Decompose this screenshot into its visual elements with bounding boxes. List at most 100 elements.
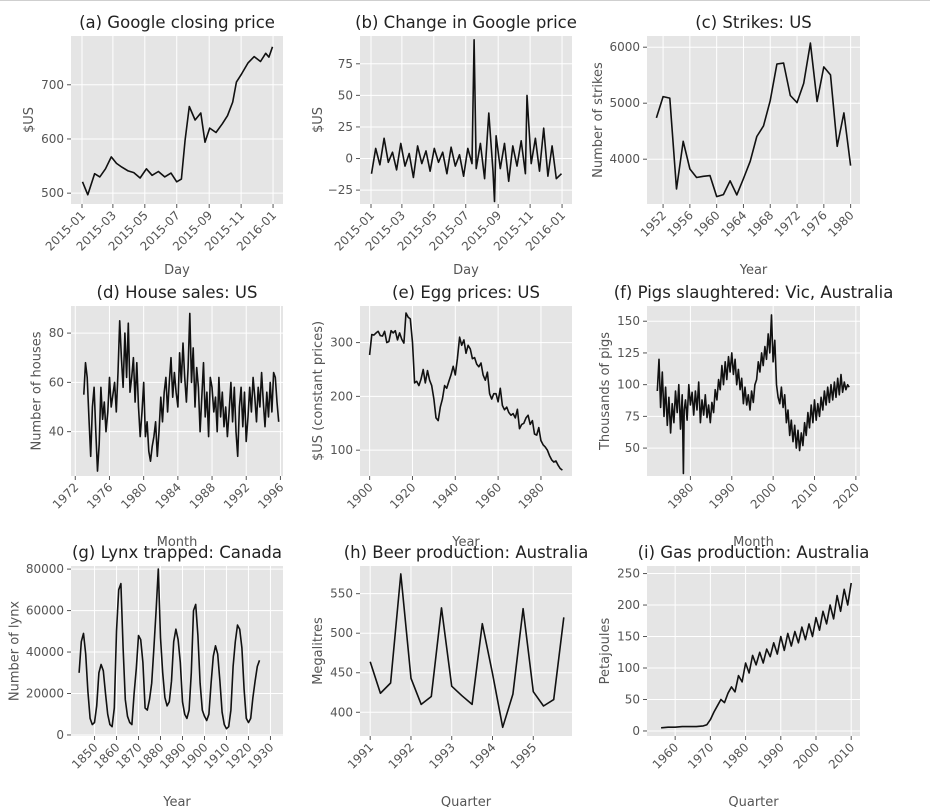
y-tick-label: 300: [330, 336, 353, 350]
x-tick-label: 1988: [187, 480, 218, 511]
x-tick-label: 1956: [664, 208, 695, 239]
y-axis-label: $US: [311, 107, 326, 133]
y-tick-label: 0: [345, 152, 353, 166]
x-tick-label: 1992: [221, 480, 252, 511]
x-axis-label: Year: [162, 795, 191, 807]
series-line-e: [368, 312, 563, 471]
y-tick-label: 5000: [609, 96, 640, 110]
chart-title: (f) Pigs slaughtered: Vic, Australia: [614, 283, 894, 302]
x-tick-label: 1994: [467, 740, 498, 771]
x-axis-label: Year: [451, 535, 480, 550]
x-tick-label: 1960: [650, 740, 681, 771]
y-axis-label: Petajoules: [598, 617, 613, 684]
y-tick-label: 20000: [26, 687, 64, 701]
y-tick-label: 80000: [26, 562, 64, 576]
series-line-b: [370, 38, 563, 203]
x-axis-label: Day: [164, 263, 190, 278]
y-tick-label: 0: [632, 724, 640, 738]
y-axis-label: $US: [22, 107, 37, 133]
y-tick-label: 600: [41, 132, 64, 146]
x-tick-label: 1984: [152, 480, 183, 511]
y-tick-label: 125: [617, 346, 640, 360]
y-tick-label: 500: [41, 186, 64, 200]
x-tick-label: 1980: [516, 480, 547, 511]
y-tick-label: 0: [56, 728, 64, 742]
x-tick-label: 1960: [691, 208, 722, 239]
x-tick-label: 1970: [685, 740, 716, 771]
x-tick-label: 2010: [789, 480, 820, 511]
series-line-g: [78, 568, 261, 730]
y-tick-label: 80: [49, 326, 64, 340]
top-divider: [0, 0, 930, 1]
plot-area-e: [360, 306, 572, 476]
y-tick-label: 200: [330, 389, 353, 403]
y-axis-label: Megalitres: [311, 617, 326, 685]
x-tick-label: 1976: [798, 208, 829, 239]
y-tick-label: 40000: [26, 645, 64, 659]
y-tick-label: 150: [617, 314, 640, 328]
chart-title: (c) Strikes: US: [695, 13, 812, 32]
x-tick-label: 2010: [826, 740, 857, 771]
series-line-i: [661, 582, 852, 729]
y-axis-label: Number of strikes: [591, 62, 606, 178]
y-axis-label: Number of lynx: [8, 601, 23, 702]
chart-title: (d) House sales: US: [97, 283, 258, 302]
panel-g: 1850186018701880189019001910192019300200…: [8, 543, 283, 807]
y-tick-label: 700: [41, 78, 64, 92]
series-line-h: [369, 573, 565, 729]
plot-area-h: [360, 566, 572, 736]
y-tick-label: 450: [330, 666, 353, 680]
y-tick-label: 200: [617, 598, 640, 612]
chart-title: (a) Google closing price: [79, 13, 275, 32]
x-tick-label: 1990: [706, 480, 737, 511]
panel-e: 1900 1920 1940 1960 1980 100 200 300 (e) Egg pri…: [311, 283, 572, 550]
x-axis-label: Month: [733, 535, 774, 550]
x-tick-label: 1964: [718, 208, 749, 239]
x-tick-label: 1976: [84, 480, 115, 511]
x-tick-label: 1930: [245, 740, 276, 771]
x-tick-label: 2020: [830, 480, 861, 511]
x-tick-label: 1960: [473, 480, 504, 511]
y-tick-label: −25: [328, 183, 353, 197]
x-tick-label: 1991: [345, 740, 376, 771]
panel-d: 1972 1976 1980 1984 1988 1992 1996 40 60 80 (d) Ho…: [29, 283, 286, 550]
x-tick-label: 1995: [508, 740, 539, 771]
y-tick-label: 550: [330, 587, 353, 601]
x-tick-label: 1980: [665, 480, 696, 511]
y-tick-label: 75: [625, 409, 640, 423]
x-tick-label: 1972: [772, 208, 803, 239]
y-tick-label: 50: [625, 441, 640, 455]
x-tick-label: 1972: [50, 480, 81, 511]
x-tick-label: 2000: [748, 480, 779, 511]
y-tick-label: 40: [49, 425, 64, 439]
x-axis-label: Quarter: [728, 795, 779, 807]
y-tick-label: 4000: [609, 152, 640, 166]
y-tick-label: 500: [330, 626, 353, 640]
x-tick-label: 1993: [426, 740, 457, 771]
chart-title: (e) Egg prices: US: [392, 283, 540, 302]
x-tick-label: 1940: [430, 480, 461, 511]
x-tick-label: 1952: [638, 208, 669, 239]
x-tick-label: 1900: [344, 480, 375, 511]
plot-area-c: [647, 36, 860, 204]
y-tick-label: 100: [617, 378, 640, 392]
y-tick-label: 400: [330, 705, 353, 719]
panel-h: 1991 1992 1993 1994 1995 400 450 500 550 (h) Beer…: [311, 543, 588, 807]
x-axis-label: Month: [157, 535, 198, 550]
x-tick-label: 1990: [755, 740, 786, 771]
y-tick-label: 25: [338, 120, 353, 134]
y-axis-label: Number of houses: [29, 331, 44, 450]
panel-b: 2015-012015-032015-052015-072015-092015-…: [311, 13, 577, 278]
x-axis-label: Quarter: [441, 795, 492, 807]
panel-i: 1960 1970 1980 1990 2000 2010 0 50 100 150 200 250 (…: [598, 543, 869, 807]
y-tick-label: 6000: [609, 40, 640, 54]
chart-title: (h) Beer production: Australia: [344, 543, 589, 562]
y-tick-label: 75: [338, 57, 353, 71]
plot-area-i: [647, 566, 860, 736]
x-tick-label: 1920: [387, 480, 418, 511]
chart-title: (b) Change in Google price: [355, 13, 577, 32]
series-line-f: [656, 314, 850, 475]
x-tick-label: 1992: [386, 740, 417, 771]
